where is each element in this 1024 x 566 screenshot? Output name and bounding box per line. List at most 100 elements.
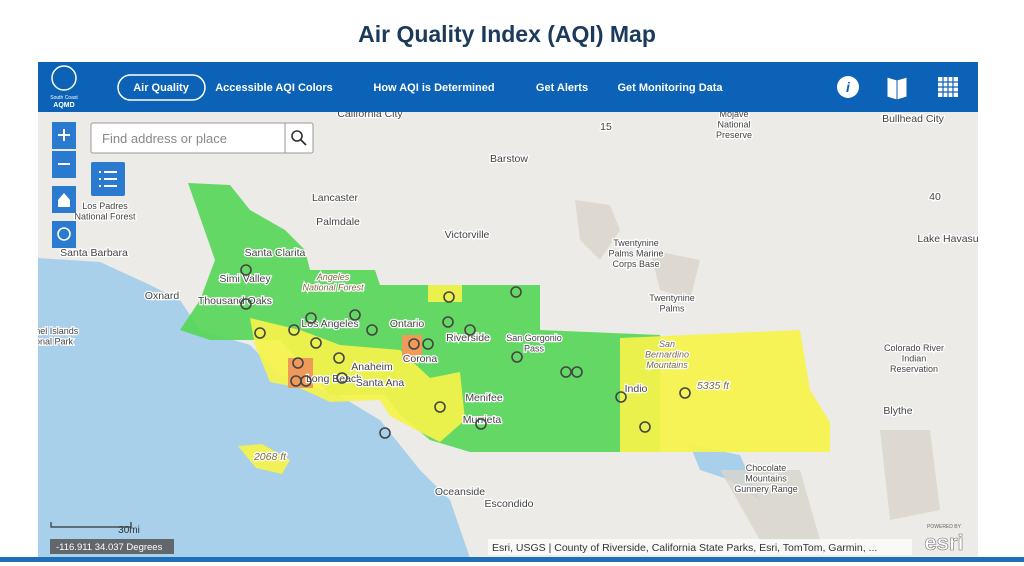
place-label: Indian: [902, 354, 927, 364]
place-label: California City: [337, 108, 403, 120]
monitoring-station[interactable]: [333, 352, 345, 364]
aqi-moderate-area: [238, 444, 290, 474]
monitoring-station[interactable]: [510, 286, 522, 298]
terrain: [575, 200, 940, 540]
bottom-bar: [0, 557, 1024, 562]
powered-by: POWERED BY: [927, 524, 962, 530]
monitoring-station[interactable]: [305, 312, 317, 324]
monitoring-station[interactable]: [571, 366, 583, 378]
monitoring-station[interactable]: [615, 391, 627, 403]
book-icon[interactable]: [886, 76, 908, 101]
search-box[interactable]: [90, 122, 314, 154]
monitoring-station[interactable]: [292, 357, 304, 369]
monitoring-station[interactable]: [434, 401, 446, 413]
monitoring-station[interactable]: [349, 309, 361, 321]
logo-text: AQMD: [53, 102, 74, 109]
monitoring-station[interactable]: [366, 324, 378, 336]
place-label: Lancaster: [312, 192, 359, 204]
place-label: Gunnery Range: [734, 484, 798, 494]
place-label: National Forest: [302, 283, 364, 293]
aqi-good-area: [180, 183, 660, 452]
nav-button-label[interactable]: Air Quality: [133, 82, 190, 94]
place-label: 40: [929, 191, 941, 203]
place-label: Chocolate: [746, 463, 787, 473]
legend-glyph: [99, 171, 117, 187]
place-label: Preserve: [716, 130, 752, 140]
place-label: San: [659, 339, 675, 349]
place-label: Mountains: [646, 360, 688, 370]
scale-bar: [50, 522, 132, 528]
monitoring-station[interactable]: [240, 264, 252, 276]
aqi-usg-area: [402, 335, 422, 360]
place-label: Los Angeles: [301, 318, 358, 330]
search-icon[interactable]: [291, 130, 303, 142]
ocean: [38, 258, 470, 558]
coordinates-box: [50, 539, 174, 554]
place-label: National Park: [19, 337, 74, 347]
place-label: Thousand Oaks: [198, 295, 272, 307]
place-label: 5335 ft: [697, 380, 730, 392]
place-label: Corona: [403, 353, 438, 365]
scale-label: 30mi: [118, 525, 140, 536]
monitoring-station[interactable]: [240, 298, 252, 310]
place-label: Indio: [625, 383, 648, 395]
page-title: Air Quality Index (AQI) Map: [358, 21, 656, 47]
place-label: Lake Havasu: [917, 233, 978, 245]
monitoring-station[interactable]: [560, 366, 572, 378]
place-label: Barstow: [490, 153, 528, 165]
place-label: Pass: [524, 344, 545, 354]
place-label: Los Padres: [82, 201, 128, 211]
nav-link[interactable]: How AQI is Determined: [373, 82, 494, 94]
monitoring-station[interactable]: [336, 372, 348, 384]
monitoring-station[interactable]: [639, 421, 651, 433]
monitoring-station[interactable]: [254, 327, 266, 339]
monitoring-station[interactable]: [679, 387, 691, 399]
nav-button-active[interactable]: [117, 74, 206, 101]
grid-icon-lines: [938, 77, 958, 97]
monitoring-station[interactable]: [310, 337, 322, 349]
place-label: Victorville: [445, 229, 490, 241]
aqi-moderate-area: [620, 330, 830, 452]
nav-link[interactable]: Get Monitoring Data: [617, 82, 723, 94]
locate-button[interactable]: [52, 221, 76, 248]
logo[interactable]: [51, 65, 77, 91]
place-label: Mojave: [719, 109, 748, 119]
place-label: Bullhead City: [882, 113, 945, 125]
search-placeholder[interactable]: Find address or place: [102, 131, 227, 146]
info-glyph: i: [846, 79, 851, 95]
place-label: Blythe: [883, 405, 912, 417]
monitoring-station[interactable]: [475, 418, 487, 430]
attribution-box: [488, 539, 912, 555]
place-label: Anaheim: [351, 361, 393, 373]
place-label: Murrieta: [463, 414, 502, 426]
monitoring-station[interactable]: [443, 291, 455, 303]
info-icon[interactable]: [837, 76, 859, 98]
nav-link[interactable]: Get Alerts: [536, 82, 588, 94]
place-label: Menifee: [465, 392, 503, 404]
monitoring-station[interactable]: [511, 351, 523, 363]
monitoring-station[interactable]: [464, 324, 476, 336]
monitoring-station[interactable]: [300, 375, 312, 387]
monitoring-station[interactable]: [442, 316, 454, 328]
nav-bar: [38, 62, 978, 112]
attribution: Esri, USGS | County of Riverside, Califo…: [492, 542, 877, 554]
monitoring-station[interactable]: [288, 324, 300, 336]
monitoring-station[interactable]: [379, 427, 391, 439]
place-label: Escondido: [484, 498, 533, 510]
place-label: Oxnard: [145, 290, 180, 302]
logo-text: South Coast: [50, 95, 78, 101]
place-label: Colorado River: [884, 343, 944, 353]
esri-logo[interactable]: esri: [924, 530, 964, 556]
monitoring-station[interactable]: [422, 338, 434, 350]
place-label: 2068 ft: [253, 451, 287, 463]
place-label: Corps Base: [612, 259, 659, 269]
place-label: Palmdale: [316, 216, 360, 228]
place-label: Santa Barbara: [60, 247, 128, 259]
aqi-moderate-area: [250, 318, 465, 442]
monitoring-station[interactable]: [408, 338, 420, 350]
nav-link[interactable]: Accessible AQI Colors: [215, 82, 333, 94]
home-glyph: [58, 193, 70, 207]
place-label: 15: [600, 121, 612, 133]
